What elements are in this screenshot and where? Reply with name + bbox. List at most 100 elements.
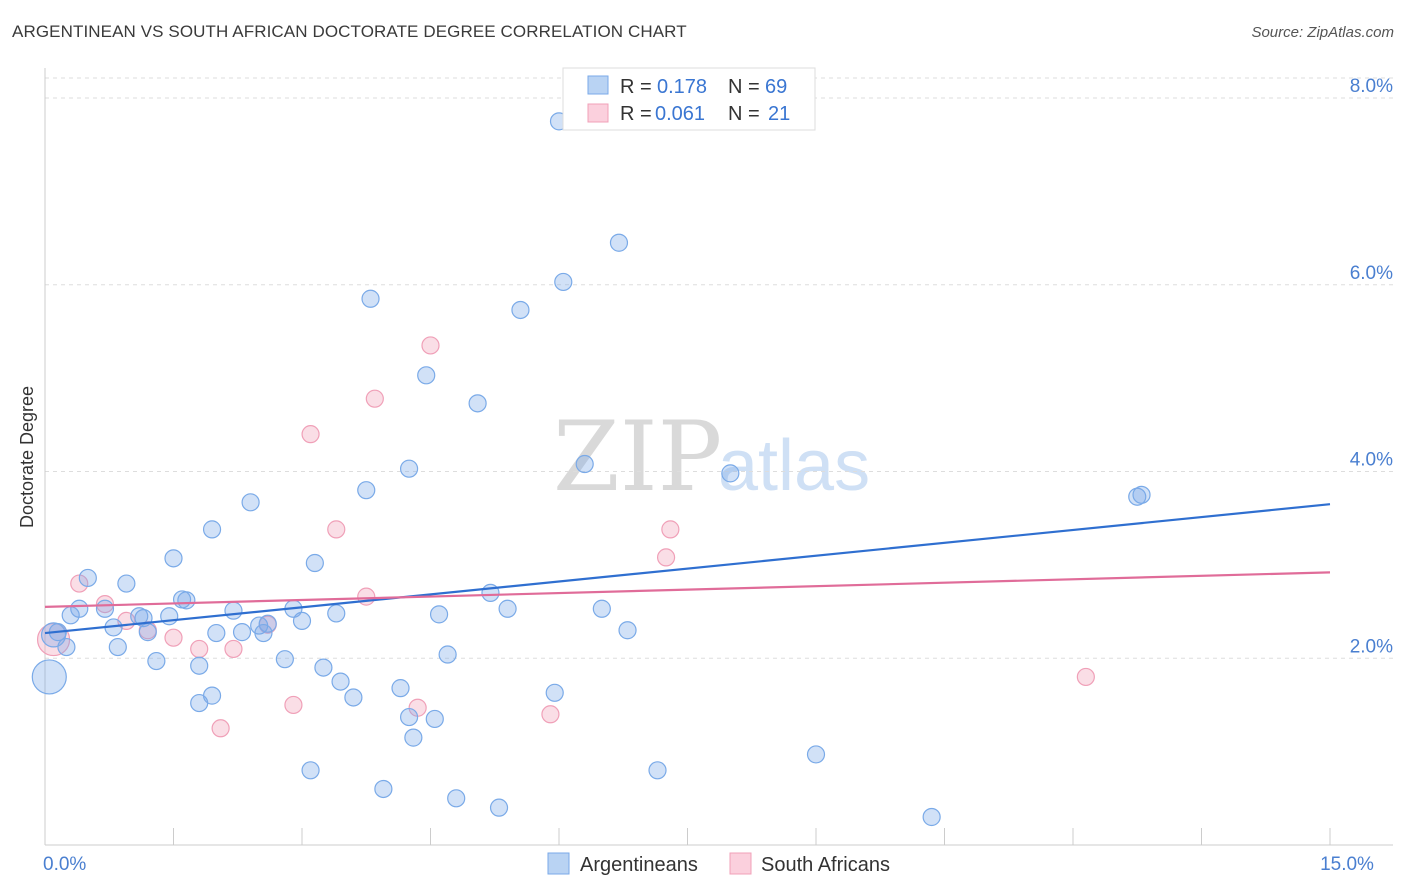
argentinean-point [275, 650, 294, 669]
bottom-legend-swatch-south-africans [729, 852, 752, 875]
south-african-point [301, 425, 320, 444]
argentinean-point [117, 574, 136, 593]
grid-lines [45, 77, 1393, 659]
x-tick-label: 0.0% [43, 854, 86, 875]
argentinean-point [241, 493, 260, 512]
trend-lines [44, 503, 1331, 635]
south-african-point [357, 587, 376, 606]
argentinean-point [138, 623, 157, 642]
south-africans-trend-line [44, 571, 1331, 608]
argentinean-point [429, 605, 449, 624]
argentinean-point [468, 394, 487, 413]
legend-r-value-2: 0.061 [655, 103, 705, 125]
argentinean-point [331, 672, 350, 691]
argentinean-point [425, 709, 444, 729]
argentinean-point [545, 683, 564, 702]
argentinean-point [489, 798, 509, 817]
argentinean-point [31, 659, 67, 695]
south-african-point [327, 520, 346, 539]
south-african-point [656, 548, 676, 567]
watermark-atlas: atlas [718, 426, 870, 506]
y-axis-label: Doctorate Degree [17, 386, 37, 528]
argentinean-point [190, 693, 209, 713]
argentinean-point [357, 481, 376, 500]
bottom-legend-label-argentineans: Argentineans [580, 854, 698, 876]
argentinean-point [447, 789, 466, 808]
argentinean-point [618, 621, 637, 640]
south-african-point [1076, 667, 1095, 687]
x-ticks [44, 828, 1331, 845]
argentinean-point [648, 761, 667, 780]
legend-n-value-1: 69 [765, 76, 787, 98]
argentinean-point [40, 622, 67, 648]
argentinean-point [327, 604, 346, 623]
argentinean-point [147, 651, 166, 671]
argentinean-point [399, 459, 419, 478]
argentinean-point [207, 623, 226, 643]
south-african-point [365, 389, 384, 408]
x-tick-label: 15.0% [1320, 854, 1374, 875]
argentinean-point [806, 745, 826, 764]
argentinean-point [292, 611, 312, 631]
argentinean-point [511, 300, 530, 320]
legend-n-label-1: N = [728, 76, 760, 98]
legend-swatch-south-africans [587, 103, 609, 123]
argentinean-point [1132, 485, 1151, 504]
argentinean-point [164, 549, 183, 568]
argentinean-point [575, 454, 594, 474]
south-african-point [541, 705, 560, 724]
argentinean-point [202, 520, 222, 539]
legend-r-label-2: R = [620, 103, 652, 125]
watermark-zip: ZIP [553, 401, 722, 513]
argentinean-point [95, 599, 115, 618]
south-african-point [211, 719, 230, 738]
argentinean-point [232, 623, 252, 642]
argentinean-point [301, 761, 320, 780]
y-tick-labels: 2.0% 4.0% 6.0% 8.0% [1350, 76, 1393, 657]
argentinean-point [404, 728, 423, 747]
y-tick-label: 4.0% [1350, 450, 1393, 471]
argentinean-point [922, 807, 941, 827]
y-tick-label: 6.0% [1350, 263, 1393, 284]
chart-source: Source: ZipAtlas.com [1251, 24, 1394, 41]
south-african-point [164, 628, 183, 647]
argentinean-point [609, 233, 629, 252]
argentinean-point [61, 606, 80, 625]
argentinean-point [78, 568, 97, 588]
series-legend: Argentineans South Africans [547, 852, 890, 876]
argentinean-point [314, 658, 333, 677]
legend-n-label-2: N = [728, 103, 760, 125]
legend-n-value-2: 21 [768, 103, 790, 125]
correlation-legend: R = 0.178 N = 69 R = 0.061 N = 21 [562, 67, 816, 131]
argentinean-point [498, 599, 517, 618]
south-african-point [284, 695, 303, 715]
argentinean-point [305, 553, 324, 573]
legend-r-value-1: 0.178 [657, 76, 707, 98]
argentinean-point [438, 645, 457, 664]
south-african-point [421, 336, 440, 355]
argentinean-point [108, 637, 127, 657]
axes [44, 68, 1393, 846]
argentinean-point [391, 679, 410, 698]
south-african-point [224, 639, 243, 659]
south-african-point [661, 520, 680, 539]
argentinean-point [344, 688, 363, 707]
argentinean-point [177, 591, 196, 610]
argentineans-trend-line [44, 503, 1331, 635]
series-argentineans [31, 112, 1151, 827]
argentinean-point [417, 366, 436, 385]
argentinean-point [190, 656, 209, 675]
argentinean-point [399, 707, 419, 727]
argentinean-point [361, 289, 380, 308]
argentinean-point [721, 464, 740, 483]
legend-r-label-1: R = [620, 76, 652, 98]
south-african-point [190, 639, 209, 659]
argentinean-point [254, 623, 273, 643]
chart-title: ARGENTINEAN VS SOUTH AFRICAN DOCTORATE D… [12, 22, 687, 41]
argentinean-point [258, 614, 277, 633]
legend-swatch-argentineans [587, 75, 609, 95]
y-tick-label: 2.0% [1350, 636, 1393, 657]
x-tick-labels: 0.0% 15.0% [43, 854, 1374, 875]
argentinean-point [554, 272, 573, 292]
